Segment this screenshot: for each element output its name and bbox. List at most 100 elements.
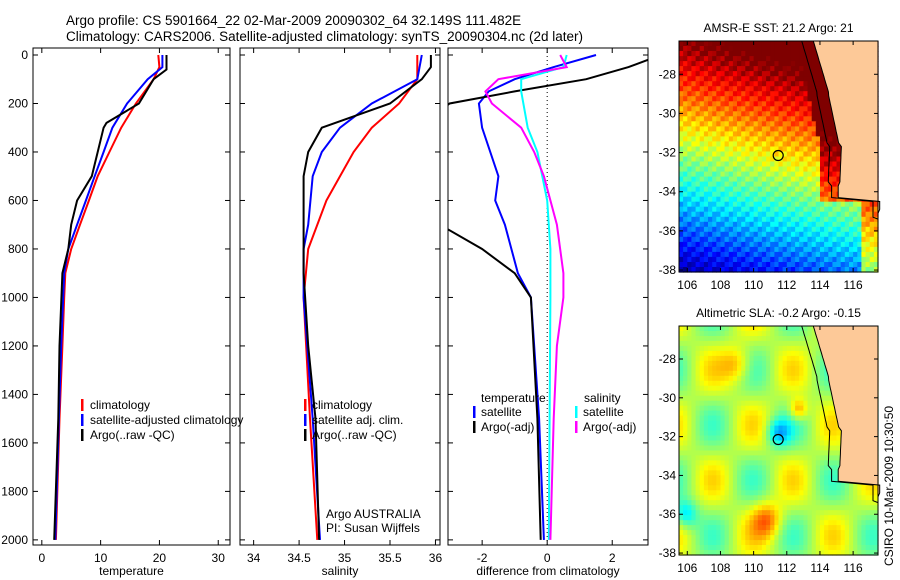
map-cell — [703, 440, 709, 447]
map-cell — [828, 241, 833, 248]
map-cell — [811, 216, 817, 223]
map-cell — [737, 246, 742, 253]
map-cell — [820, 262, 825, 268]
map-cell — [716, 530, 721, 536]
map-cell — [737, 186, 742, 193]
map-cell — [716, 151, 721, 158]
map-cell — [761, 345, 767, 352]
map-cell — [728, 201, 734, 208]
map-cell — [683, 410, 688, 417]
map-cell — [720, 355, 726, 362]
map-cell — [815, 131, 821, 137]
map-cell — [799, 106, 804, 112]
map-cell — [753, 216, 759, 223]
map-cell — [737, 91, 742, 97]
map-cell — [782, 450, 788, 457]
map-cell — [815, 480, 821, 486]
map-cell — [782, 360, 788, 367]
map-cell — [799, 86, 804, 92]
map-cell — [853, 226, 858, 233]
map-cell — [803, 545, 809, 551]
map-cell — [828, 535, 833, 541]
map-cell — [824, 211, 829, 218]
map-cell — [687, 365, 692, 372]
map-cell — [691, 490, 697, 496]
map-cell — [795, 151, 800, 158]
map-cell — [836, 146, 842, 153]
map-cell — [807, 465, 813, 471]
map-cell — [749, 480, 755, 486]
map-cell — [720, 176, 726, 183]
map-cell — [836, 201, 842, 208]
map-cell — [761, 525, 767, 531]
map-cell — [782, 435, 788, 442]
map-cell — [716, 395, 721, 402]
map-cell — [708, 520, 713, 526]
map-cell — [720, 530, 726, 536]
map-cell — [844, 246, 850, 253]
map-cell — [728, 166, 734, 173]
map-cell — [786, 415, 792, 422]
map-cell — [824, 535, 829, 541]
map-cell — [753, 375, 759, 382]
map-cell — [849, 206, 854, 213]
map-cell — [757, 445, 763, 452]
map-cell — [741, 375, 746, 382]
map-cell — [687, 375, 692, 382]
map-cell — [724, 495, 730, 501]
map-cell — [761, 355, 767, 362]
map-cell — [716, 430, 721, 437]
map-cell — [820, 415, 825, 422]
map-cell — [761, 226, 767, 233]
map-cell — [724, 56, 730, 62]
map-cell — [683, 385, 688, 392]
map-cell — [782, 166, 788, 173]
map-cell — [782, 241, 788, 248]
map-cell — [766, 415, 771, 422]
map-cell — [799, 61, 804, 67]
map-cell — [782, 66, 788, 72]
map-cell — [724, 251, 730, 258]
map-cell — [786, 336, 792, 342]
map-cell — [774, 435, 780, 442]
map-cell — [861, 525, 867, 531]
map-cell — [799, 156, 804, 163]
map-cell — [732, 71, 738, 77]
map-cell — [774, 241, 780, 248]
map-cell — [708, 111, 713, 117]
map-cell — [732, 440, 738, 447]
map-cell — [849, 500, 854, 506]
map-cell — [811, 51, 817, 57]
map-cell — [790, 400, 796, 407]
map-cell — [728, 385, 734, 392]
map-cell — [732, 81, 738, 87]
map-cell — [849, 550, 854, 556]
map-cell — [757, 345, 763, 352]
map-cell — [836, 161, 842, 168]
map-cell — [753, 56, 759, 62]
map-cell — [679, 375, 684, 382]
map-cell — [691, 505, 697, 511]
map-cell — [716, 350, 721, 357]
map-cell — [699, 121, 705, 127]
map-cell — [695, 435, 701, 442]
map-cell — [807, 395, 813, 402]
map-cell — [695, 66, 701, 72]
map-cell — [799, 520, 804, 526]
lon-tick-label: 116 — [844, 278, 863, 292]
map-cell — [811, 440, 817, 447]
y-tick-label: 600 — [8, 193, 28, 207]
map-cell — [687, 425, 692, 432]
map-cell — [745, 331, 750, 337]
map-cell — [687, 166, 692, 173]
map-cell — [745, 141, 750, 147]
map-cell — [703, 336, 709, 342]
map-cell — [699, 206, 705, 213]
map-cell — [790, 520, 796, 526]
map-cell — [770, 211, 775, 218]
map-cell — [803, 106, 809, 112]
map-cell — [799, 236, 804, 243]
map-cell — [695, 86, 701, 92]
map-cell — [815, 81, 821, 87]
map-cell — [778, 405, 784, 412]
